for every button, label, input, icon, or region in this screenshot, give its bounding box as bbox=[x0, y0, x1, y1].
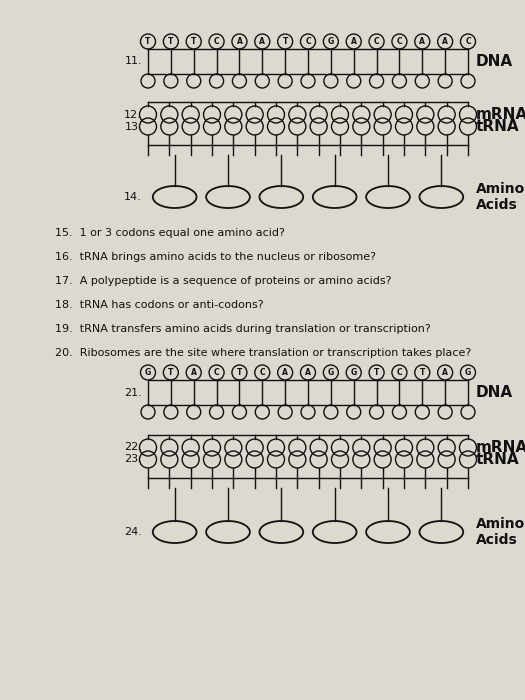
Text: Amino
Acids: Amino Acids bbox=[476, 182, 525, 212]
Text: C: C bbox=[396, 37, 402, 46]
Text: 11.: 11. bbox=[124, 57, 142, 66]
Text: T: T bbox=[191, 37, 196, 46]
Text: A: A bbox=[191, 368, 197, 377]
Text: 17.  A polypeptide is a sequence of proteins or amino acids?: 17. A polypeptide is a sequence of prote… bbox=[55, 276, 392, 286]
Text: C: C bbox=[396, 368, 402, 377]
Text: 22.: 22. bbox=[124, 442, 142, 452]
Text: 19.  tRNA transfers amino acids during translation or transcription?: 19. tRNA transfers amino acids during tr… bbox=[55, 324, 430, 334]
Text: mRNA: mRNA bbox=[476, 107, 525, 122]
Text: A: A bbox=[442, 368, 448, 377]
Text: C: C bbox=[214, 368, 219, 377]
Text: C: C bbox=[465, 37, 471, 46]
Text: mRNA: mRNA bbox=[476, 440, 525, 455]
Text: G: G bbox=[145, 368, 151, 377]
Text: A: A bbox=[351, 37, 356, 46]
Text: tRNA: tRNA bbox=[476, 452, 520, 467]
Text: DNA: DNA bbox=[476, 385, 513, 400]
Text: 13.: 13. bbox=[124, 122, 142, 132]
Text: A: A bbox=[442, 37, 448, 46]
Text: DNA: DNA bbox=[476, 54, 513, 69]
Text: C: C bbox=[305, 37, 311, 46]
Text: A: A bbox=[236, 37, 243, 46]
Text: T: T bbox=[145, 37, 151, 46]
Text: 16.  tRNA brings amino acids to the nucleus or ribosome?: 16. tRNA brings amino acids to the nucle… bbox=[55, 252, 376, 262]
Text: A: A bbox=[305, 368, 311, 377]
Text: A: A bbox=[282, 368, 288, 377]
Text: T: T bbox=[374, 368, 379, 377]
Text: T: T bbox=[168, 37, 174, 46]
Text: tRNA: tRNA bbox=[476, 119, 520, 134]
Text: A: A bbox=[259, 37, 265, 46]
Text: 15.  1 or 3 codons equal one amino acid?: 15. 1 or 3 codons equal one amino acid? bbox=[55, 228, 285, 238]
Text: 12.: 12. bbox=[124, 109, 142, 120]
Text: C: C bbox=[214, 37, 219, 46]
Text: 24.: 24. bbox=[124, 527, 142, 537]
Text: C: C bbox=[259, 368, 265, 377]
Text: 18.  tRNA has codons or anti-codons?: 18. tRNA has codons or anti-codons? bbox=[55, 300, 264, 310]
Text: A: A bbox=[419, 37, 425, 46]
Text: C: C bbox=[374, 37, 380, 46]
Text: 14.: 14. bbox=[124, 192, 142, 202]
Text: T: T bbox=[282, 37, 288, 46]
Text: Amino
Acids: Amino Acids bbox=[476, 517, 525, 547]
Text: G: G bbox=[328, 368, 334, 377]
Text: T: T bbox=[168, 368, 174, 377]
Text: 20.  Ribosomes are the site where translation or transcription takes place?: 20. Ribosomes are the site where transla… bbox=[55, 348, 471, 358]
Text: T: T bbox=[419, 368, 425, 377]
Text: G: G bbox=[351, 368, 357, 377]
Text: T: T bbox=[237, 368, 242, 377]
Text: G: G bbox=[328, 37, 334, 46]
Text: G: G bbox=[465, 368, 471, 377]
Text: 21.: 21. bbox=[124, 388, 142, 398]
Text: 23.: 23. bbox=[124, 454, 142, 465]
